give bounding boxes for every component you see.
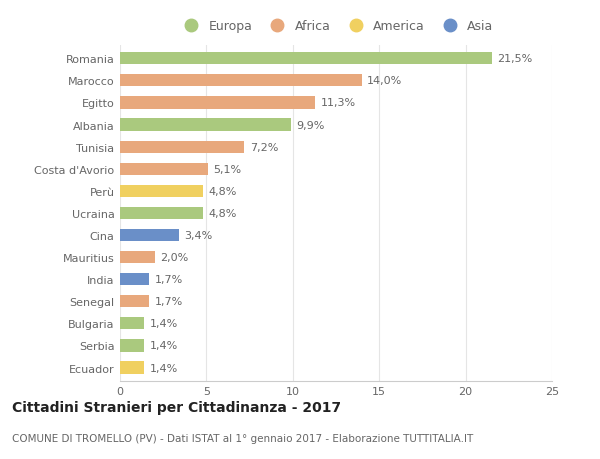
Bar — [120, 274, 149, 285]
Text: 21,5%: 21,5% — [497, 54, 532, 64]
Bar — [120, 340, 144, 352]
Bar — [120, 97, 315, 109]
Bar — [120, 252, 155, 263]
Text: 3,4%: 3,4% — [184, 230, 212, 241]
Bar — [120, 141, 244, 153]
Text: 5,1%: 5,1% — [214, 164, 241, 174]
Bar — [120, 296, 149, 308]
Text: 1,4%: 1,4% — [149, 363, 178, 373]
Bar — [120, 362, 144, 374]
Bar — [120, 230, 179, 241]
Text: 9,9%: 9,9% — [296, 120, 325, 130]
Text: 1,7%: 1,7% — [155, 297, 183, 307]
Text: 14,0%: 14,0% — [367, 76, 403, 86]
Legend: Europa, Africa, America, Asia: Europa, Africa, America, Asia — [178, 20, 494, 33]
Text: 4,8%: 4,8% — [208, 208, 236, 218]
Bar — [120, 53, 491, 65]
Text: 7,2%: 7,2% — [250, 142, 278, 152]
Text: COMUNE DI TROMELLO (PV) - Dati ISTAT al 1° gennaio 2017 - Elaborazione TUTTITALI: COMUNE DI TROMELLO (PV) - Dati ISTAT al … — [12, 433, 473, 442]
Bar — [120, 185, 203, 197]
Text: 1,4%: 1,4% — [149, 319, 178, 329]
Bar — [120, 318, 144, 330]
Text: 1,4%: 1,4% — [149, 341, 178, 351]
Bar — [120, 207, 203, 219]
Bar — [120, 75, 362, 87]
Text: 4,8%: 4,8% — [208, 186, 236, 196]
Bar — [120, 119, 291, 131]
Text: 1,7%: 1,7% — [155, 274, 183, 285]
Text: Cittadini Stranieri per Cittadinanza - 2017: Cittadini Stranieri per Cittadinanza - 2… — [12, 400, 341, 414]
Bar — [120, 163, 208, 175]
Text: 2,0%: 2,0% — [160, 252, 188, 263]
Text: 11,3%: 11,3% — [320, 98, 356, 108]
